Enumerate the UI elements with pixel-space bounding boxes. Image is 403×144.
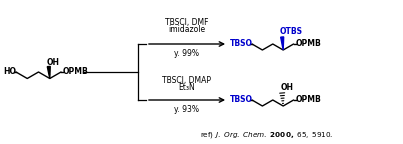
Text: TBSO: TBSO <box>230 95 253 105</box>
Text: imidazole: imidazole <box>168 25 206 35</box>
Text: Et₃N: Et₃N <box>179 84 195 92</box>
Text: OH: OH <box>280 84 293 92</box>
Text: ·: · <box>49 72 51 77</box>
Text: OPMB: OPMB <box>295 95 321 105</box>
Text: y. 93%: y. 93% <box>174 105 199 113</box>
Text: ref) $\it{J.\ Org.\ Chem.}$ $\bf{2000,}$ $\it{65},$ 5910.: ref) $\it{J.\ Org.\ Chem.}$ $\bf{2000,}$… <box>200 130 333 140</box>
Text: OH: OH <box>47 58 60 67</box>
Text: y. 99%: y. 99% <box>174 49 199 57</box>
Text: OPMB: OPMB <box>63 68 89 76</box>
Text: TBSCl, DMF: TBSCl, DMF <box>165 18 209 26</box>
Text: OPMB: OPMB <box>295 39 321 49</box>
Text: TBSCl, DMAP: TBSCl, DMAP <box>162 75 212 85</box>
Text: TBSO: TBSO <box>230 39 253 49</box>
Polygon shape <box>47 66 50 78</box>
Polygon shape <box>280 37 284 50</box>
Text: OTBS: OTBS <box>279 28 302 36</box>
Text: HO: HO <box>3 68 16 76</box>
